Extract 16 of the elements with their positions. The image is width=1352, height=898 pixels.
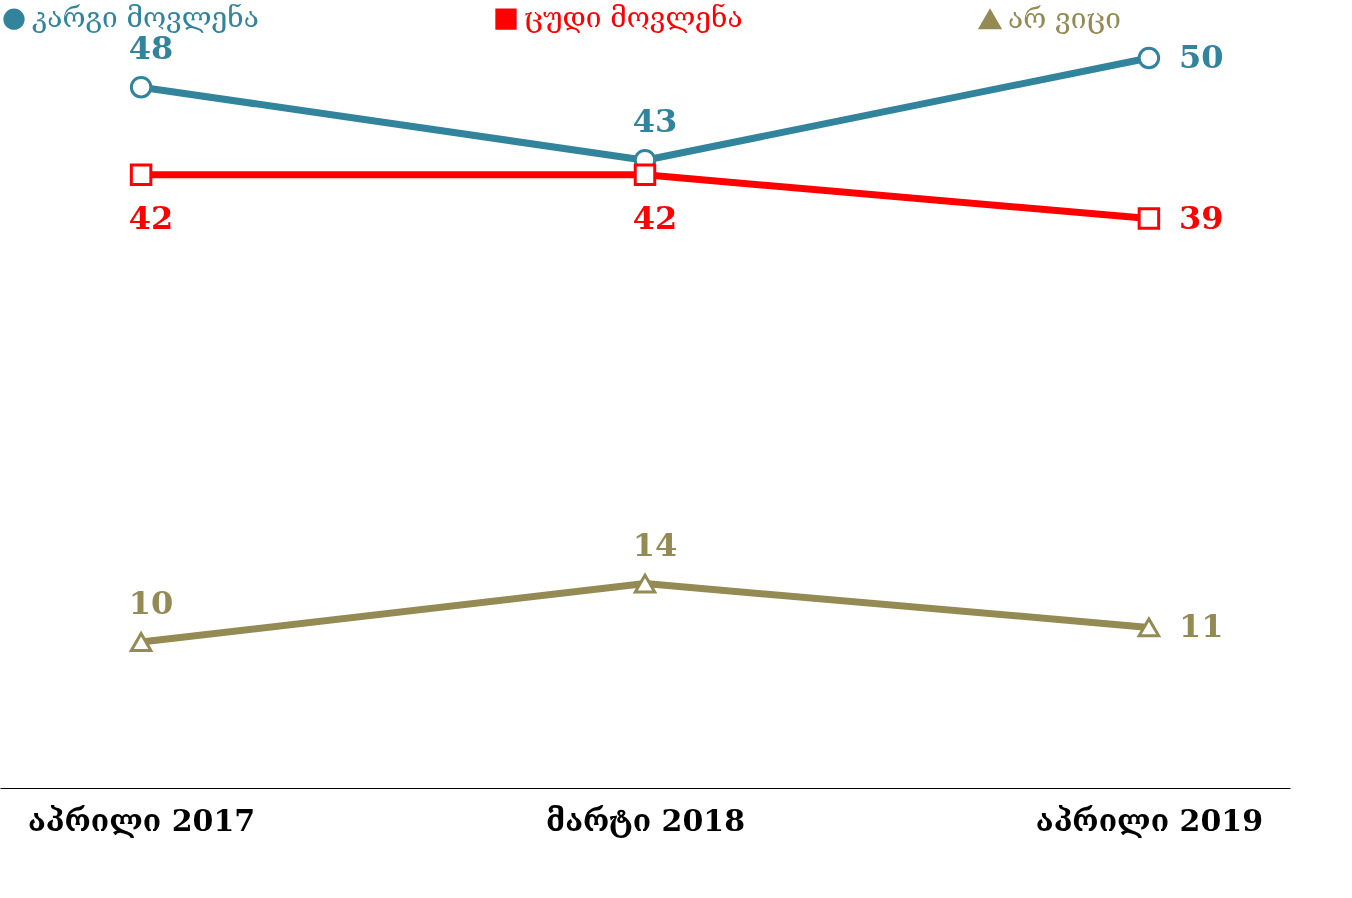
legend-label: კარგი მოვლენა <box>32 1 259 35</box>
data-label: 42 <box>632 198 678 237</box>
data-label: 42 <box>128 198 174 237</box>
data-label: 14 <box>632 525 678 564</box>
data-label: 39 <box>1178 198 1224 237</box>
data-label: 50 <box>1178 38 1224 76</box>
point <box>1137 46 1161 70</box>
x-tick-label: მარტი 2018 <box>545 802 746 838</box>
data-label: 11 <box>1178 607 1224 646</box>
legend-label: არ ვიცი <box>1008 1 1121 35</box>
data-label: 43 <box>632 102 678 141</box>
legend-label: ცუდი მოვლენა <box>524 1 743 35</box>
x-tick-label: აპრილი 2017 <box>27 802 256 838</box>
data-label: 10 <box>128 584 174 622</box>
point <box>129 75 153 99</box>
x-tick-label: აპრილი 2019 <box>1035 802 1264 838</box>
